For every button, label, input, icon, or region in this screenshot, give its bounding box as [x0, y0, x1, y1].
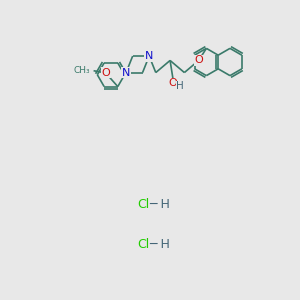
Text: ─ H: ─ H [150, 199, 170, 212]
Text: N: N [122, 68, 130, 78]
Text: O: O [101, 68, 110, 78]
Text: Cl: Cl [137, 238, 149, 251]
Text: CH₃: CH₃ [74, 66, 91, 75]
Text: N: N [145, 51, 153, 61]
Text: H: H [176, 81, 184, 92]
Text: ─ H: ─ H [150, 238, 170, 251]
Text: O: O [168, 78, 177, 88]
Text: O: O [194, 56, 203, 65]
Text: Cl: Cl [137, 199, 149, 212]
